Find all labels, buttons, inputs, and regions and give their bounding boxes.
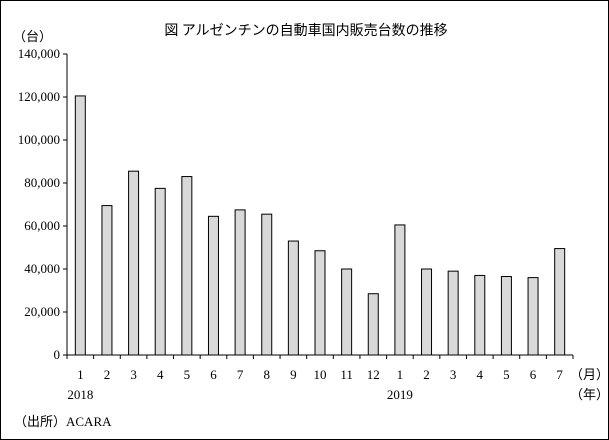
year-label: 2018 <box>67 387 93 402</box>
y-tick-label: 0 <box>54 347 61 362</box>
bar <box>367 293 379 356</box>
y-tick-label: 40,000 <box>24 261 60 276</box>
x-tick-label: 6 <box>530 367 537 382</box>
x-tick-label: 2 <box>423 367 430 382</box>
bar <box>527 277 539 356</box>
bar <box>261 213 273 356</box>
bar <box>207 215 219 356</box>
bar <box>181 176 193 356</box>
x-axis-month-unit: （月） <box>570 367 608 382</box>
bar <box>154 187 166 356</box>
chart-title: 図 アルゼンチンの自動車国内販売台数の推移 <box>164 22 447 39</box>
year-label: 2019 <box>387 387 413 402</box>
x-tick-label: 2 <box>104 367 111 382</box>
bar <box>234 209 246 356</box>
y-axis-ticks: 0 20,000 40,000 60,000 80,000 100,000 120,000 1… <box>18 46 67 362</box>
y-tick-label: 60,000 <box>24 218 60 233</box>
bar <box>314 250 326 356</box>
bar <box>341 268 353 356</box>
x-tick-label: 5 <box>503 367 510 382</box>
x-tick-label: 12 <box>367 367 380 382</box>
y-tick-label: 120,000 <box>18 89 60 104</box>
x-tick-label: 1 <box>397 367 404 382</box>
x-tick-label: 8 <box>263 367 270 382</box>
x-tick-label: 7 <box>237 367 244 382</box>
bar <box>421 268 433 356</box>
bar <box>474 274 486 356</box>
y-tick-label: 140,000 <box>18 46 60 61</box>
x-tick-label: 10 <box>314 367 327 382</box>
y-tick-label: 80,000 <box>24 175 60 190</box>
bar <box>128 170 140 356</box>
x-axis-year-unit: （年） <box>570 387 608 402</box>
bar <box>500 276 512 356</box>
y-tick-label: 100,000 <box>18 132 60 147</box>
x-tick-label: 9 <box>290 367 297 382</box>
x-tick-label: 3 <box>130 367 137 382</box>
y-tick-label: 20,000 <box>24 304 60 319</box>
x-tick-label: 6 <box>210 367 217 382</box>
bar <box>447 270 459 356</box>
bar <box>101 205 113 356</box>
x-tick-label: 4 <box>477 367 484 382</box>
bar <box>554 248 566 356</box>
source-note: （出所）ACARA <box>14 414 112 429</box>
x-tick-label: 3 <box>450 367 457 382</box>
x-tick-label: 4 <box>157 367 164 382</box>
x-tick-label: 11 <box>340 367 353 382</box>
bar <box>287 240 299 356</box>
x-tick-label: 7 <box>556 367 563 382</box>
bar <box>394 224 406 356</box>
x-tick-label: 5 <box>184 367 191 382</box>
x-tick-label: 1 <box>77 367 84 382</box>
y-axis-unit-label: （台） <box>13 29 52 44</box>
bars-group <box>74 95 566 356</box>
bar <box>74 95 86 356</box>
